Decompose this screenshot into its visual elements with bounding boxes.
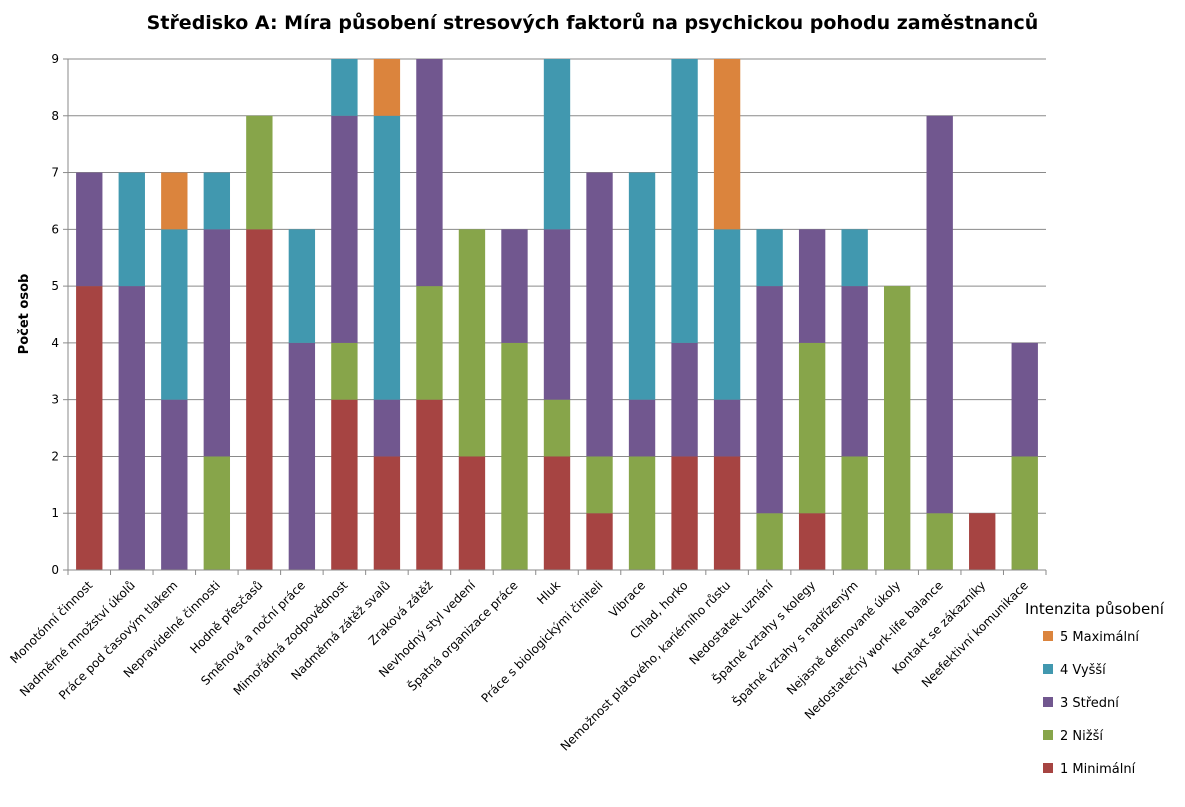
bar-segment <box>458 456 486 570</box>
bar-segment <box>671 342 698 457</box>
bar-segment <box>841 229 868 287</box>
x-tick-label: Vibrace <box>606 578 648 620</box>
legend-entry: 5 Maximální <box>1060 630 1139 645</box>
legend-swatch <box>1043 664 1053 674</box>
bar-segment <box>713 456 741 570</box>
bar-segment <box>76 172 103 287</box>
bar-segment <box>331 399 358 570</box>
bar-segment <box>883 286 911 570</box>
bar-segment <box>713 229 741 400</box>
bar-segment <box>798 342 826 514</box>
bar-segment <box>416 399 443 570</box>
bar-segment <box>118 286 145 570</box>
bar-segment <box>586 172 613 457</box>
bar-segment <box>246 229 273 571</box>
bar-segment <box>713 399 741 457</box>
legend: 5 Maximální 4 Vyšší 3 Střední 2 Nižší 1 Mini… <box>1043 630 1139 777</box>
y-tick-labels: 0 1 2 3 4 5 6 7 8 9 <box>51 52 59 577</box>
y-tick-label: 7 <box>51 166 59 180</box>
bar-segment <box>161 229 188 400</box>
bar-segment <box>203 229 231 457</box>
y-axis-label: Počet osob <box>17 274 32 355</box>
legend-entry: 1 Minimální <box>1060 762 1136 777</box>
y-tick-label: 6 <box>51 222 59 236</box>
y-tick-label: 9 <box>51 52 59 66</box>
bar-segment <box>501 229 528 343</box>
y-tick-label: 2 <box>51 449 59 463</box>
bar-segment <box>203 172 231 230</box>
bar-segment <box>628 399 656 457</box>
bar-segment <box>76 286 103 570</box>
legend-swatch <box>1043 631 1053 641</box>
bar-segment <box>926 513 953 570</box>
bar-segment <box>331 342 358 400</box>
legend-title: Intenzita působení <box>1025 600 1165 618</box>
legend-entry: 2 Nižší <box>1060 729 1103 744</box>
legend-swatch <box>1043 730 1053 740</box>
y-tick-label: 3 <box>51 393 59 407</box>
bar-segment <box>798 229 826 343</box>
bar-segment <box>246 115 273 230</box>
legend-swatch <box>1043 697 1053 707</box>
bar-segment <box>628 172 656 400</box>
bar-segment <box>373 59 401 116</box>
legend-swatch <box>1043 763 1053 773</box>
bar-segment <box>161 172 188 230</box>
bar-segment <box>416 59 443 287</box>
bar-segment <box>841 456 868 570</box>
bar-segment <box>926 115 953 514</box>
bar-segment <box>586 513 613 570</box>
bar-segment <box>543 59 571 230</box>
bar-segment <box>203 456 231 570</box>
bar-segment <box>671 456 698 570</box>
bar-segment <box>671 59 698 343</box>
x-tick-label: Monotónní činnost <box>7 578 95 666</box>
y-tick-label: 5 <box>51 279 59 293</box>
bar-segment <box>756 229 783 287</box>
bar-segment <box>501 342 528 570</box>
bar-segment <box>118 172 145 287</box>
bar-segment <box>288 342 316 570</box>
bar-segment <box>628 456 656 570</box>
bar-segment <box>756 513 783 570</box>
bar-segment <box>756 286 783 514</box>
bar-segment <box>543 399 571 457</box>
y-tick-label: 1 <box>51 506 59 520</box>
x-tick-label: Hluk <box>534 578 563 607</box>
x-tick-label: Hodně přesčasů <box>187 578 265 656</box>
bar-segment <box>543 229 571 400</box>
bar-segment <box>331 59 358 116</box>
bar-segment <box>161 399 188 570</box>
bar-segment <box>331 115 358 343</box>
bars <box>76 59 1038 571</box>
bar-segment <box>416 286 443 400</box>
y-tick-label: 0 <box>51 563 59 577</box>
axes <box>63 58 1047 575</box>
bar-segment <box>543 456 571 570</box>
bar-segment <box>713 59 741 230</box>
bar-segment <box>373 115 401 400</box>
bar-segment <box>798 513 826 570</box>
legend-entry: 3 Střední <box>1060 696 1119 711</box>
y-tick-label: 8 <box>51 109 59 123</box>
bar-segment <box>458 229 486 457</box>
bar-segment <box>288 229 316 343</box>
y-tick-label: 4 <box>51 336 59 350</box>
chart-title: Středisko A: Míra působení stresových fa… <box>146 12 1039 34</box>
bar-segment <box>1011 456 1038 570</box>
legend-entry: 4 Vyšší <box>1060 663 1106 678</box>
bar-segment <box>373 456 401 570</box>
bar-segment <box>969 513 996 570</box>
bar-segment <box>586 456 613 514</box>
bar-segment <box>841 286 868 457</box>
bar-segment <box>1011 342 1038 457</box>
bar-segment <box>373 399 401 457</box>
